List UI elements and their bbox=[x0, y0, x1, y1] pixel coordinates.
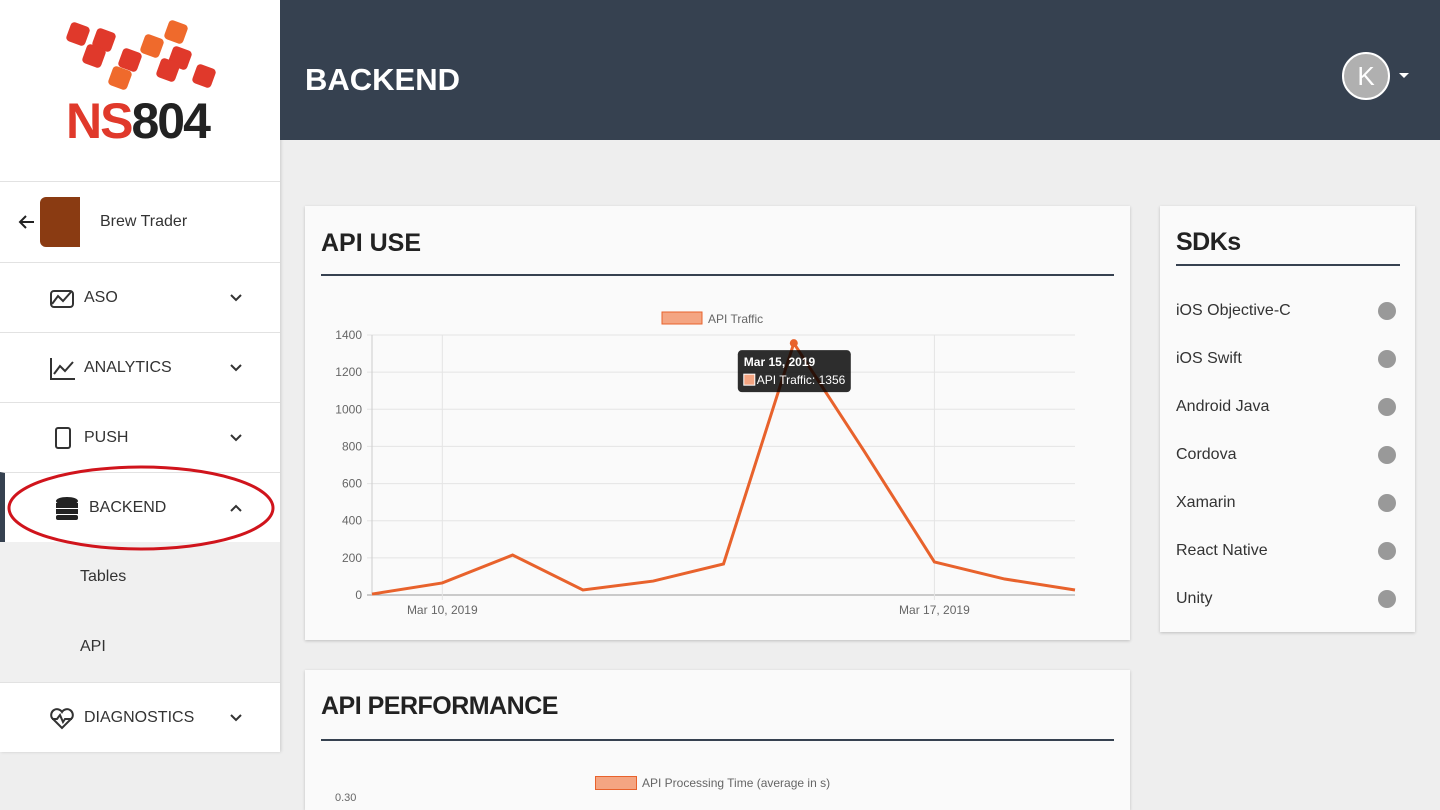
y-tick-label: 800 bbox=[342, 439, 362, 453]
api-performance-card: API PERFORMANCE API Processing Time (ave… bbox=[305, 670, 1130, 810]
legend-swatch bbox=[661, 311, 703, 325]
logo-ns: NS bbox=[66, 93, 132, 148]
line bbox=[371, 339, 1076, 596]
legend-swatch bbox=[595, 776, 637, 790]
menu-push[interactable]: PUSH bbox=[0, 402, 280, 473]
y-tick-label: 1200 bbox=[335, 365, 362, 379]
y-tick-label: 0.30 bbox=[335, 792, 357, 804]
sdk-item[interactable]: Unity bbox=[1176, 590, 1213, 607]
header: BACKEND K bbox=[280, 0, 1440, 140]
menu-label: ANALYTICS bbox=[84, 359, 172, 376]
highlight-point bbox=[789, 339, 798, 348]
app-row[interactable]: Brew Trader bbox=[0, 181, 280, 262]
submenu-api[interactable]: API bbox=[0, 612, 280, 682]
y-tick-label: 600 bbox=[342, 477, 362, 491]
logo-804: 804 bbox=[131, 93, 211, 148]
menu-label: BACKEND bbox=[89, 499, 167, 516]
menu-aso[interactable]: ASO bbox=[0, 262, 280, 333]
y-tick-label: 1000 bbox=[335, 402, 362, 416]
sdk-card: SDKs iOS Objective-C iOS Swift Android Jav… bbox=[1160, 206, 1415, 632]
submenu-label: Tables bbox=[80, 568, 127, 585]
legend-label: API Processing Time (average in s) bbox=[642, 776, 831, 790]
sdk-icon bbox=[1378, 398, 1396, 416]
tooltip-title: Mar 15, 2019 bbox=[744, 355, 816, 369]
submenu-tables[interactable]: Tables bbox=[0, 542, 280, 612]
tooltip-label: API Traffic: 1356 bbox=[757, 373, 846, 387]
y-tick-label: 1400 bbox=[335, 328, 362, 342]
menu-diagnostics[interactable]: DIAGNOSTICS bbox=[0, 682, 280, 753]
y-tick-label: 200 bbox=[342, 551, 362, 565]
menu-label: PUSH bbox=[84, 429, 129, 446]
sdk-icon bbox=[1378, 590, 1396, 608]
avatar[interactable]: K bbox=[1342, 52, 1390, 100]
sdk-icon bbox=[1378, 350, 1396, 368]
sdk-item[interactable]: Android Java bbox=[1176, 398, 1270, 415]
sdk-item[interactable]: React Native bbox=[1176, 542, 1268, 559]
y-tick-label: 0 bbox=[355, 588, 362, 602]
sdk-item[interactable]: iOS Swift bbox=[1176, 350, 1242, 367]
sidebar: NS804 Brew Trader ASO ANALYTICS PUSH BAC… bbox=[0, 0, 280, 752]
sdk-item[interactable]: Cordova bbox=[1176, 446, 1237, 463]
chart: API USE 0 200 400 600 800 1000 1200 1400 Mar 10,… bbox=[321, 229, 1114, 617]
menu-backend[interactable]: BACKEND bbox=[0, 472, 280, 543]
menu-label: DIAGNOSTICS bbox=[84, 709, 195, 726]
y-tick-label: 400 bbox=[342, 514, 362, 528]
api-use-card: API USE 0 200 400 600 800 1000 1200 1400 Mar 10,… bbox=[305, 206, 1130, 640]
x-tick-label: Mar 10, 2019 bbox=[407, 603, 478, 617]
legend-label: API Traffic bbox=[708, 312, 763, 326]
sdk-title: SDKs bbox=[1176, 228, 1241, 256]
sdk-item[interactable]: iOS Objective-C bbox=[1176, 302, 1291, 319]
app-name: Brew Trader bbox=[100, 213, 188, 230]
sdk-item[interactable]: Xamarin bbox=[1176, 494, 1236, 511]
menu-analytics[interactable]: ANALYTICS bbox=[0, 332, 280, 403]
sdk-icon bbox=[1378, 446, 1396, 464]
menu-label: ASO bbox=[84, 289, 118, 306]
logo: NS804 bbox=[66, 20, 216, 148]
svg-text:NS804: NS804 bbox=[66, 93, 211, 148]
header-title: BACKEND bbox=[305, 62, 460, 97]
perf-title: API PERFORMANCE bbox=[321, 692, 558, 720]
app-icon bbox=[18, 197, 80, 247]
tooltip-bg bbox=[737, 350, 851, 393]
sdk-icon bbox=[1378, 302, 1396, 320]
tooltip-swatch bbox=[743, 373, 756, 386]
x-tick-label: Mar 17, 2019 bbox=[899, 603, 970, 617]
avatar-caret[interactable] bbox=[1398, 70, 1412, 80]
sdk-icon bbox=[1378, 542, 1396, 560]
submenu-label: API bbox=[80, 638, 106, 655]
chart-title: API USE bbox=[321, 229, 421, 257]
sdk-icon bbox=[1378, 494, 1396, 512]
